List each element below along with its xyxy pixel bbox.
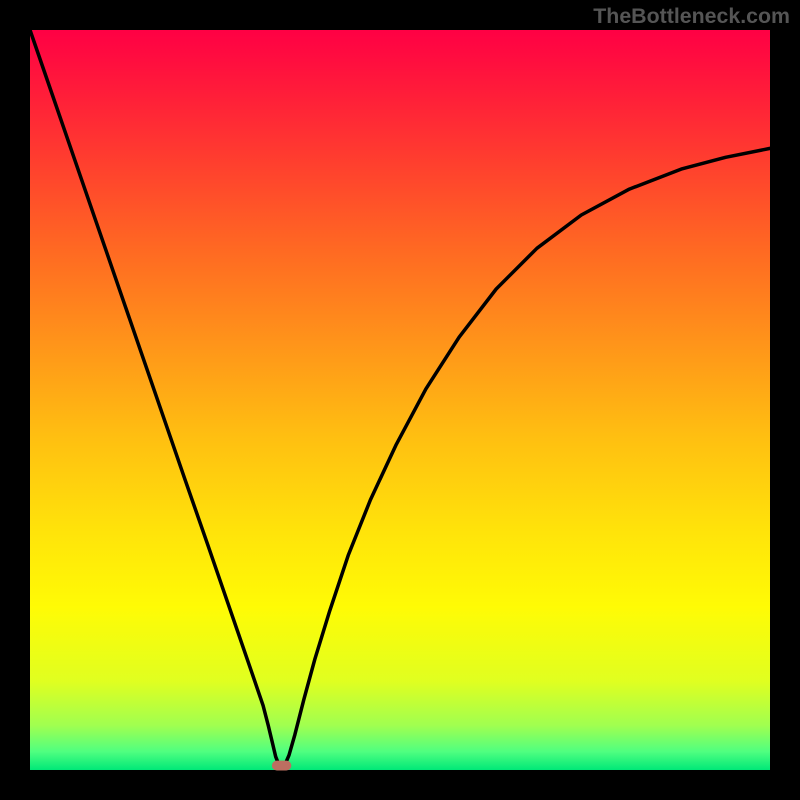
min-marker — [272, 761, 291, 770]
watermark-text: TheBottleneck.com — [593, 4, 790, 29]
plot-background — [30, 30, 770, 770]
bottleneck-chart — [0, 0, 800, 800]
chart-container: TheBottleneck.com — [0, 0, 800, 800]
